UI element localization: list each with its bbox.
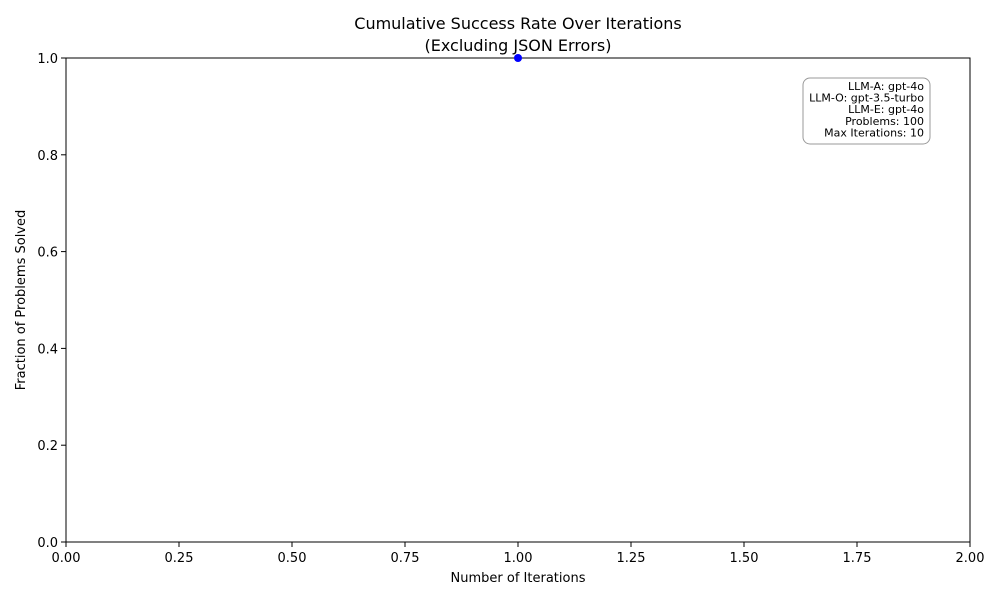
y-tick-label: 0.8 bbox=[37, 149, 58, 164]
chart-title: Cumulative Success Rate Over Iterations bbox=[354, 14, 681, 33]
x-tick-label: 2.00 bbox=[956, 551, 985, 566]
chart-subtitle: (Excluding JSON Errors) bbox=[424, 36, 611, 55]
x-tick-label: 0.00 bbox=[52, 551, 81, 566]
x-tick-label: 1.50 bbox=[730, 551, 759, 566]
info-box-line: LLM-E: gpt-4o bbox=[848, 103, 924, 116]
y-tick-label: 0.2 bbox=[37, 439, 58, 454]
info-box-frame bbox=[802, 77, 931, 145]
x-tick-label: 0.75 bbox=[391, 551, 420, 566]
x-tick-label: 0.25 bbox=[165, 551, 194, 566]
y-tick-label: 0.4 bbox=[37, 342, 58, 357]
x-axis-label: Number of Iterations bbox=[451, 571, 586, 586]
x-tick-label: 1.25 bbox=[617, 551, 646, 566]
y-axis-label: Fraction of Problems Solved bbox=[14, 210, 29, 391]
info-box-line: Max Iterations: 10 bbox=[824, 126, 924, 139]
data-point bbox=[514, 54, 522, 62]
info-box-line: Problems: 100 bbox=[845, 115, 924, 128]
y-tick-label: 0.0 bbox=[37, 536, 58, 551]
x-tick-label: 0.50 bbox=[278, 551, 307, 566]
info-box-line: LLM-A: gpt-4o bbox=[848, 80, 924, 93]
y-tick-label: 1.0 bbox=[37, 52, 58, 67]
x-tick-label: 1.00 bbox=[504, 551, 533, 566]
x-tick-label: 1.75 bbox=[843, 551, 872, 566]
info-box-line: LLM-O: gpt-3.5-turbo bbox=[809, 92, 924, 105]
plot-area: 0.00 0.25 0.50 0.75 1.00 1.25 1.50 1.75 2.00 0.0 0… bbox=[37, 52, 984, 566]
y-tick-label: 0.6 bbox=[37, 246, 58, 261]
